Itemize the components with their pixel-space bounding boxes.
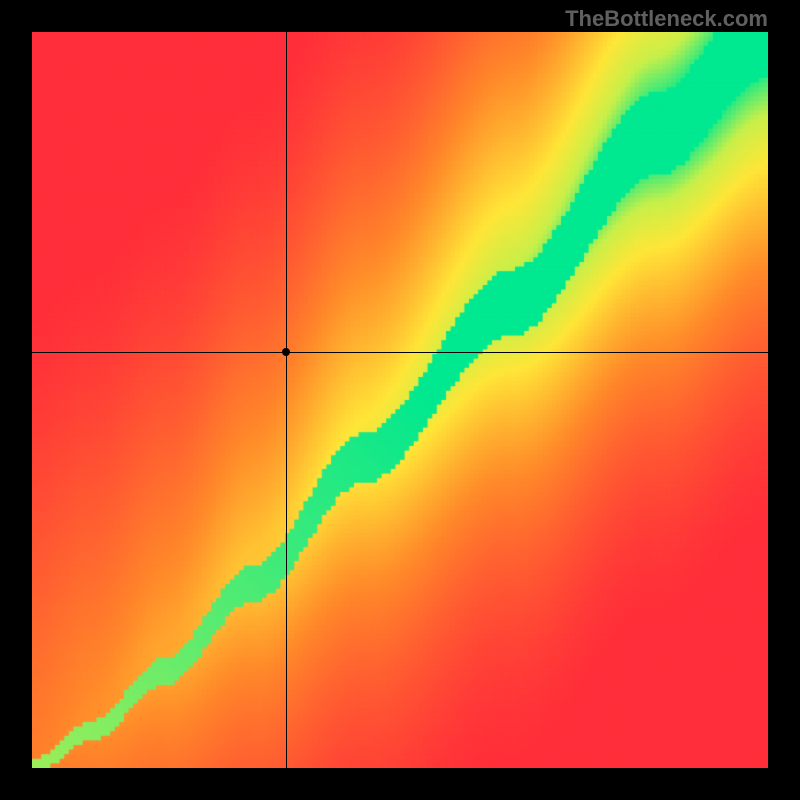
app-frame: TheBottleneck.com: [0, 0, 800, 800]
crosshair-vertical: [286, 32, 287, 768]
heatmap-canvas: [32, 32, 768, 768]
crosshair-horizontal: [32, 352, 768, 353]
crosshair-point: [282, 348, 290, 356]
heatmap-plot: [32, 32, 768, 768]
watermark-text: TheBottleneck.com: [565, 6, 768, 32]
